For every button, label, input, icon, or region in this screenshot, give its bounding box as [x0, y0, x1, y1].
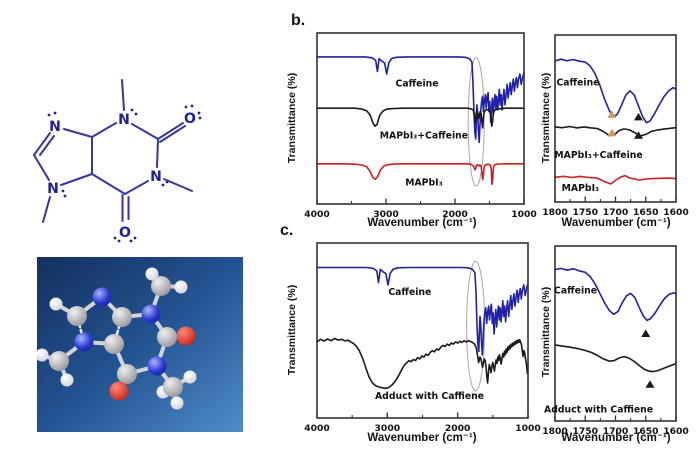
spectrum-trace — [554, 58, 677, 124]
spectrum-plot-b-right: 1800 1750 1700 1650 1600 Caffeine MAPbI₃+Caffe… — [542, 34, 689, 218]
x-tick-label: 1000 — [511, 209, 537, 220]
caffeine-structure-diagram: N N N N O O — [33, 79, 202, 243]
hydrogen-atom — [174, 280, 188, 294]
nitrogen-atom — [92, 287, 112, 307]
atom-o6: O — [119, 225, 131, 241]
spectrum-trace — [316, 163, 525, 186]
highlight-ellipse — [466, 260, 486, 392]
panel-b-label: b. — [291, 12, 306, 29]
peak-marker-triangle — [633, 112, 643, 121]
x-tick-label: 3000 — [373, 209, 399, 220]
carbon-atom — [151, 276, 171, 296]
carbon-atom — [117, 364, 137, 384]
hydrogen-atom — [183, 370, 197, 384]
highlight-ellipse — [467, 57, 485, 187]
x-tick-label: 2000 — [445, 423, 471, 434]
x-tick-label: 1600 — [663, 426, 689, 437]
carbon-atom — [163, 377, 183, 397]
structure-bonds — [33, 79, 193, 223]
spectrum-plot-c-right: 1800 1750 1700 1650 1600 Caffeine Adduct with … — [542, 245, 689, 437]
peak-marker-triangle — [645, 380, 655, 388]
x-tick-label: 1800 — [542, 207, 568, 218]
series-label: MAPbI₃ — [562, 183, 599, 194]
x-tick-label: 1700 — [603, 207, 629, 218]
series-label: Adduct with Caffiene — [544, 405, 653, 416]
x-tick-label: 1000 — [515, 423, 541, 434]
nitrogen-atom — [74, 332, 94, 352]
peak-marker-triangle — [633, 131, 643, 139]
x-axis-title-b-right: Wavenumber (cm⁻¹) — [561, 217, 671, 229]
hydrogen-atom — [170, 396, 184, 410]
x-tick-label: 1800 — [542, 426, 568, 437]
atom-n3: N — [150, 169, 162, 185]
x-tick-label: 1700 — [603, 426, 629, 437]
spectrum-trace — [554, 267, 677, 322]
series-label: Caffeine — [554, 286, 597, 297]
oxygen-atom — [176, 326, 196, 346]
hydrogen-atom — [49, 297, 63, 311]
atom-n9: N — [49, 119, 61, 135]
carbon-atom — [49, 351, 69, 371]
x-tick-label: 4000 — [304, 209, 330, 220]
series-label: Caffeine — [388, 287, 431, 298]
structure-atom-labels: N N N N O O — [47, 111, 196, 241]
nitrogen-atom — [147, 356, 167, 376]
x-tick-label: 1650 — [633, 426, 659, 437]
x-axis-title-b-left: Wavenumber (cm⁻¹) — [367, 217, 477, 229]
atom-n1: N — [118, 112, 130, 128]
x-axis-title-c-right: Wavenumber (cm⁻¹) — [561, 432, 671, 444]
carbon-atom — [104, 334, 124, 354]
hydrogen-atom — [145, 267, 159, 281]
y-axis-title-b-left: Transmittance (%) — [286, 72, 298, 164]
caffeine-3d-model — [37, 257, 243, 432]
peak-marker-triangle — [607, 128, 617, 137]
carbon-atom — [112, 307, 132, 327]
series-label: Caffeine — [556, 78, 599, 89]
spectrum-trace — [316, 107, 525, 129]
x-tick-label: 1750 — [572, 426, 598, 437]
spectrum-trace — [554, 125, 677, 137]
carbon-atom — [67, 306, 87, 326]
spectrum-trace — [316, 337, 529, 390]
hydrogen-atom — [37, 348, 49, 362]
hydrogen-atom — [60, 373, 74, 387]
spectrum-plot-c-left: 4000 3000 2000 1000 Caffeine Adduct with Caff… — [304, 242, 541, 434]
x-tick-label: 1600 — [663, 207, 689, 218]
peak-marker-triangle — [607, 110, 617, 118]
y-axis-title-c-left: Transmittance (%) — [286, 284, 298, 376]
model-background — [37, 257, 243, 432]
series-label: Adduct with Caffiene — [375, 391, 484, 402]
atom-o2: O — [184, 111, 196, 127]
x-tick-label: 4000 — [304, 423, 330, 434]
x-tick-label: 1750 — [572, 207, 598, 218]
x-tick-label: 1650 — [633, 207, 659, 218]
oxygen-atom — [109, 381, 129, 401]
atom-n7: N — [47, 181, 59, 197]
spectrum-trace — [316, 56, 525, 144]
spectrum-trace — [554, 344, 677, 373]
peak-marker-triangle — [641, 329, 651, 337]
series-label: MAPbI₃+Caffeine — [380, 131, 468, 142]
spectrum-trace — [316, 266, 529, 356]
model-atoms — [37, 267, 197, 410]
x-tick-label: 2000 — [442, 209, 468, 220]
lone-pair-dots — [47, 104, 202, 243]
series-label: MAPbI₃+Caffeine — [554, 150, 642, 161]
series-label: Caffeine — [396, 78, 439, 89]
panel-c-label: c. — [280, 222, 294, 239]
plot-frame — [554, 245, 677, 422]
nitrogen-atom — [141, 304, 161, 324]
spectrum-plot-b-left: 4000 3000 2000 1000 Caffeine MAPbI₃+Caffeine M… — [304, 32, 537, 220]
x-tick-label: 3000 — [375, 423, 401, 434]
carbon-atom — [157, 327, 177, 347]
x-axis-title-c-left: Wavenumber (cm⁻¹) — [367, 432, 477, 444]
spectrum-trace — [554, 174, 677, 185]
series-label: MAPbI₃ — [405, 178, 442, 189]
